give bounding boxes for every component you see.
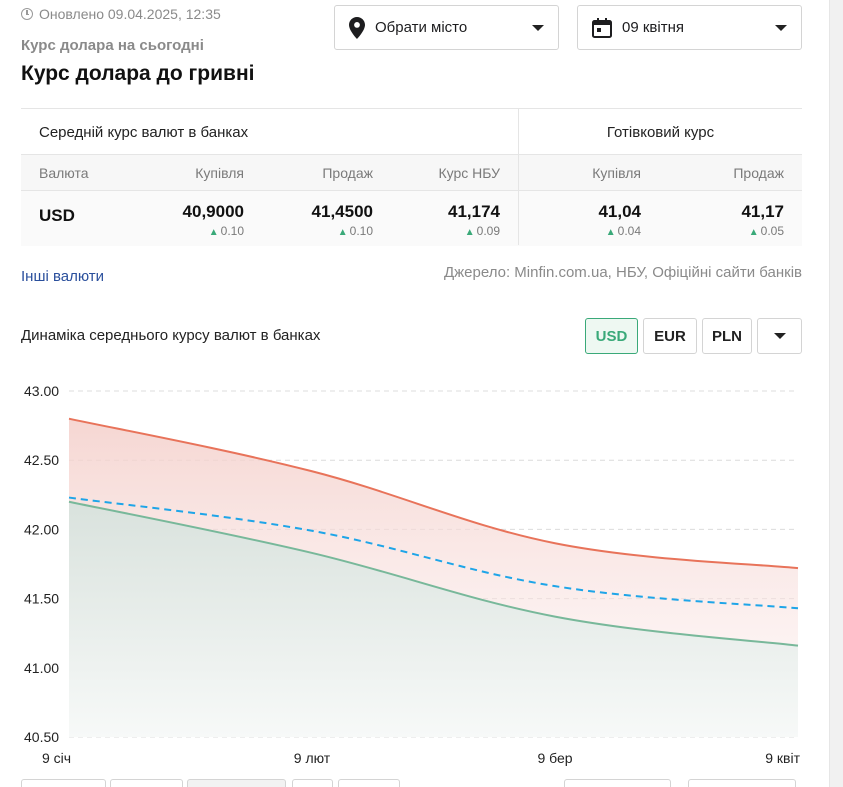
buy-area [69, 501, 798, 737]
calendar-icon [592, 17, 612, 38]
x-tick-label: 9 січ [42, 750, 71, 766]
clock-icon [21, 8, 33, 20]
col-cash-sell: Продаж [733, 165, 784, 181]
chart-title: Динаміка середнього курсу валют в банках [21, 327, 321, 344]
more-currencies-button[interactable] [757, 318, 802, 354]
range-button[interactable] [338, 779, 400, 787]
y-tick-label: 42.50 [24, 452, 59, 468]
col-cash-buy: Купівля [592, 165, 641, 181]
cash-rate-heading: Готівковий курс [606, 124, 715, 141]
x-tick-label: 9 лют [294, 750, 331, 766]
rates-table: Середній курс валют в банках Готівковий … [21, 108, 802, 246]
bank-average-heading: Середній курс валют в банках [39, 124, 249, 141]
page-subtitle: Курс долара на сьогодні [21, 37, 204, 54]
y-tick-label: 41.00 [24, 660, 59, 676]
range-button[interactable] [564, 779, 671, 787]
date-select[interactable]: 09 квітня [577, 5, 802, 50]
x-tick-label: 9 бер [537, 750, 572, 766]
col-currency: Валюта [39, 165, 89, 181]
sell-change: ▲ 0.10 [337, 224, 373, 238]
cash-sell-change: ▲ 0.05 [748, 224, 784, 238]
triangle-up-icon: ▲ [337, 227, 348, 238]
rates-group-header: Середній курс валют в банках Готівковий … [21, 109, 802, 155]
range-button[interactable] [688, 779, 796, 787]
col-nbu: Курс НБУ [438, 165, 500, 181]
updated-timestamp: Оновлено 09.04.2025, 12:35 [21, 6, 221, 22]
range-button[interactable] [110, 779, 183, 787]
map-pin-icon [349, 16, 365, 39]
scrollbar[interactable] [829, 0, 843, 787]
sell-value: 41,4500 [311, 202, 373, 221]
buy-value: 40,9000 [182, 202, 244, 221]
chevron-down-icon [775, 24, 787, 31]
triangle-up-icon: ▲ [748, 227, 759, 238]
cash-buy-change: ▲ 0.04 [605, 224, 641, 238]
y-tick-label: 43.00 [24, 383, 59, 399]
currency-button-pln[interactable]: PLN [702, 318, 752, 354]
x-tick-label: 9 квіт [765, 750, 800, 766]
range-button[interactable] [21, 779, 106, 787]
nbu-change: ▲ 0.09 [464, 224, 500, 238]
series-line [68, 417, 799, 570]
range-button[interactable] [187, 779, 286, 787]
triangle-up-icon: ▲ [605, 227, 616, 238]
cash-sell-value: 41,17 [741, 202, 784, 221]
col-sell: Продаж [322, 165, 373, 181]
updated-text: Оновлено 09.04.2025, 12:35 [39, 6, 221, 22]
currency-code: USD [39, 206, 75, 225]
triangle-up-icon: ▲ [208, 227, 219, 238]
other-currencies-link[interactable]: Інші валюти [21, 268, 105, 285]
date-select-label: 09 квітня [622, 19, 684, 36]
y-tick-label: 40.50 [24, 729, 59, 745]
rate-chart: 43.00 42.50 42.00 41.50 41.00 40.50 9 січ 9 лют… [24, 383, 801, 766]
nbu-value: 41,174 [448, 202, 500, 221]
cash-buy-value: 41,04 [598, 202, 641, 221]
chevron-down-icon [532, 24, 544, 31]
table-divider [518, 109, 519, 245]
series-line [68, 500, 799, 647]
rates-column-header: Валюта Купівля Продаж Курс НБУ Купівля П… [21, 155, 802, 191]
triangle-up-icon: ▲ [464, 227, 475, 238]
col-buy: Купівля [195, 165, 244, 181]
page-title: Курс долара до гривні [21, 62, 255, 85]
currency-button-eur[interactable]: EUR [643, 318, 697, 354]
range-button[interactable] [292, 779, 333, 787]
table-row: USD 40,9000 ▲ 0.10 41,4500 ▲ 0.10 41,174 ▲… [21, 191, 802, 246]
y-tick-label: 41.50 [24, 591, 59, 607]
currency-button-usd[interactable]: USD [585, 318, 638, 354]
source-note: Джерело: Minfin.com.ua, НБУ, Офіційні са… [443, 264, 802, 281]
y-tick-label: 42.00 [24, 521, 59, 537]
buy-change: ▲ 0.10 [208, 224, 244, 238]
city-select[interactable]: Обрати місто [334, 5, 559, 50]
chevron-down-icon [773, 333, 786, 339]
city-select-label: Обрати місто [375, 19, 468, 36]
